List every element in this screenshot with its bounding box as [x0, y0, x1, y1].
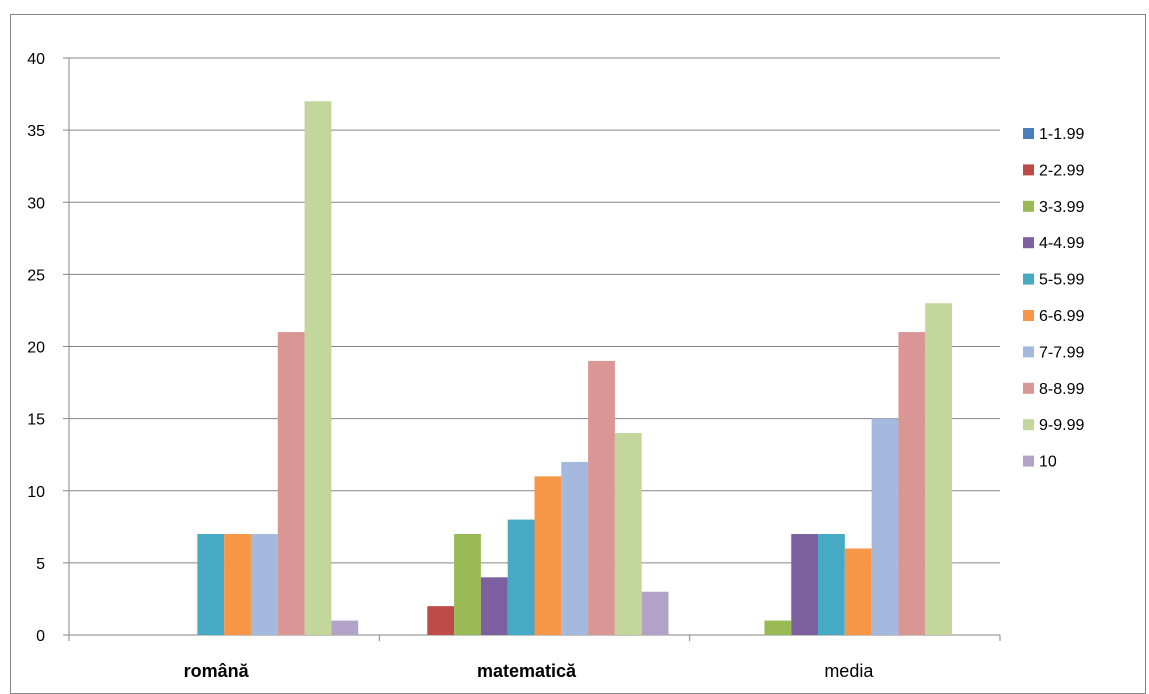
x-category-label: română — [184, 661, 250, 680]
bar — [791, 534, 819, 635]
bar — [427, 606, 455, 635]
bar — [898, 332, 926, 635]
legend-swatch — [1023, 237, 1034, 249]
legend-label: 1-1.99 — [1039, 126, 1084, 143]
x-category-label: media — [824, 661, 874, 680]
y-tick-label: 35 — [27, 123, 45, 140]
y-tick-label: 5 — [36, 556, 45, 573]
bar — [277, 332, 305, 635]
bar — [197, 534, 225, 635]
y-tick-label: 10 — [27, 484, 45, 501]
legend-label: 7-7.99 — [1039, 344, 1084, 361]
bar — [818, 534, 845, 635]
bar — [250, 534, 278, 635]
y-tick-label: 20 — [27, 340, 45, 357]
legend-swatch — [1023, 419, 1034, 431]
bar — [331, 620, 359, 635]
bar — [507, 519, 535, 635]
legend-swatch — [1023, 200, 1034, 212]
bar — [454, 534, 481, 635]
legend-swatch — [1023, 346, 1034, 358]
legend-label: 8-8.99 — [1039, 381, 1084, 398]
bar-chart: 0 5 10 15 20 25 30 35 40 română matematică media 1-1… — [27, 51, 1084, 680]
bar — [614, 433, 642, 635]
bar — [588, 360, 615, 635]
y-tick-label: 0 — [36, 628, 45, 645]
bar — [304, 101, 332, 635]
legend-swatch — [1023, 164, 1034, 176]
bar — [561, 461, 589, 635]
legend-label: 3-3.99 — [1039, 199, 1084, 216]
bar — [844, 548, 872, 635]
bar — [871, 418, 899, 635]
y-tick-label: 15 — [27, 412, 45, 429]
bar — [764, 620, 792, 635]
legend-label: 6-6.99 — [1039, 308, 1084, 325]
bar — [925, 303, 953, 635]
legend-swatch — [1023, 273, 1034, 285]
legend-label: 10 — [1039, 454, 1057, 471]
legend-swatch — [1023, 455, 1034, 467]
legend-label: 9-9.99 — [1039, 417, 1084, 434]
x-category-label: matematică — [477, 661, 577, 680]
legend-swatch — [1023, 382, 1034, 394]
bar — [480, 577, 508, 635]
legend-swatch — [1023, 310, 1034, 321]
legend-label: 4-4.99 — [1039, 235, 1084, 252]
legend-swatch — [1023, 128, 1034, 139]
bar — [224, 534, 251, 635]
y-tick-label: 40 — [27, 51, 45, 68]
y-tick-label: 30 — [27, 195, 45, 212]
y-tick-label: 25 — [27, 267, 45, 284]
bar — [641, 591, 669, 635]
bar — [534, 476, 562, 635]
legend-label: 5-5.99 — [1039, 272, 1084, 289]
legend-label: 2-2.99 — [1039, 162, 1084, 179]
